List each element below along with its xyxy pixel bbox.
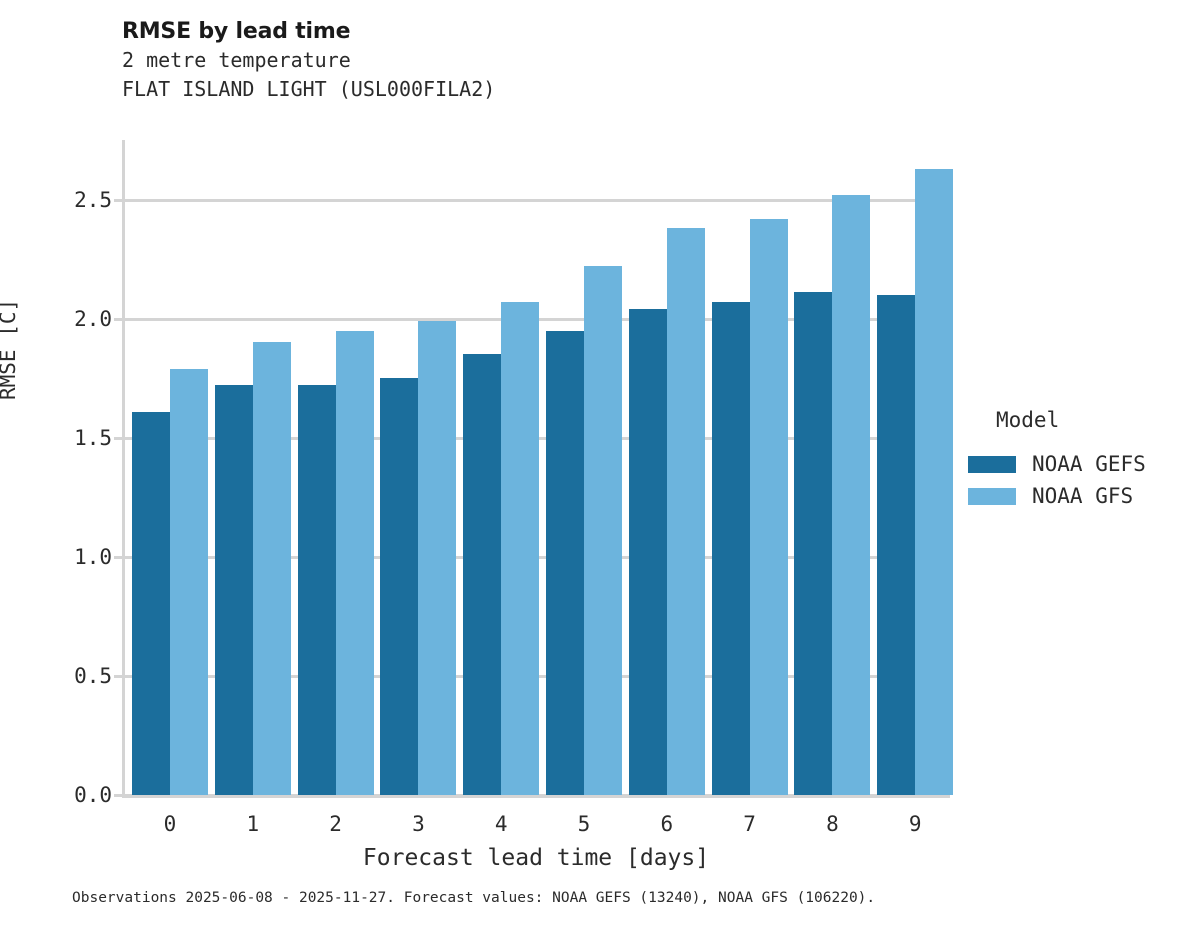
x-axis-tick-label: 4: [494, 812, 508, 836]
x-axis-tick-label: 5: [577, 812, 591, 836]
bar-noaa-gefs-lead-4: [463, 354, 502, 795]
bar-noaa-gfs-lead-5: [584, 266, 622, 795]
legend-title: Model: [996, 408, 1060, 432]
y-axis-tick: [114, 317, 122, 321]
bar-noaa-gfs-lead-2: [335, 330, 374, 795]
gridline: [125, 198, 950, 202]
legend-items: NOAA GEFS NOAA GFS: [968, 448, 1183, 512]
legend-item-label: NOAA GFS: [1032, 484, 1134, 508]
footer-caption: Observations 2025-06-08 - 2025-11-27. Fo…: [72, 890, 876, 906]
bar-noaa-gefs-lead-5: [546, 330, 584, 795]
x-axis-tick-label: 6: [660, 812, 674, 836]
y-axis-tick-label: 0.0: [74, 783, 112, 807]
y-axis-tick: [114, 794, 122, 797]
legend-item[interactable]: NOAA GEFS: [968, 448, 1183, 480]
y-axis-tick-label: 2.5: [74, 187, 112, 212]
legend-item[interactable]: NOAA GFS: [968, 480, 1183, 512]
bar-noaa-gefs-lead-9: [877, 294, 916, 795]
bar-noaa-gfs-lead-3: [418, 321, 457, 795]
x-axis-tick-label: 2: [329, 812, 342, 836]
x-axis-tick-label: 0: [163, 812, 177, 836]
plot-area: [114, 140, 954, 798]
y-axis-spine: [122, 140, 125, 795]
legend: Model NOAA GEFS NOAA GFS: [968, 408, 1183, 512]
bar-noaa-gfs-lead-6: [666, 228, 705, 795]
x-axis-tick-label: 9: [908, 812, 922, 836]
x-axis-spine: [122, 794, 950, 798]
bar-noaa-gefs-lead-6: [628, 309, 667, 795]
y-axis-title: RMSE [C]: [0, 298, 20, 400]
y-axis-tick-label: 2.0: [74, 306, 112, 331]
y-axis-labels: 0.0 0.5 1.0 1.5 2.0 2.5: [42, 140, 112, 807]
x-axis-tick-label: 3: [412, 812, 425, 836]
y-axis-tick: [114, 674, 122, 678]
chart-subtitle-station: FLAT ISLAND LIGHT (USL000FILA2): [122, 77, 496, 101]
legend-item-label: NOAA GEFS: [1032, 452, 1146, 476]
title-block: RMSE by lead time 2 metre temperature FL…: [122, 18, 495, 104]
x-axis-title: Forecast lead time [days]: [362, 845, 710, 871]
bar-noaa-gfs-lead-8: [832, 194, 871, 795]
bar-noaa-gefs-lead-8: [794, 292, 833, 795]
bar-noaa-gfs-lead-9: [915, 168, 954, 795]
y-axis-tick-label: 0.5: [74, 663, 112, 688]
legend-swatch-icon: [968, 455, 1016, 473]
bar-noaa-gfs-lead-1: [252, 342, 291, 795]
x-axis-tick-label: 1: [246, 812, 260, 836]
bar-noaa-gefs-lead-7: [711, 301, 750, 795]
x-axis-tick-label: 7: [743, 812, 756, 836]
bar-noaa-gefs-lead-0: [132, 411, 170, 795]
chart-subtitle-variable: 2 metre temperature: [122, 48, 351, 72]
y-axis-tick-label: 1.5: [74, 425, 112, 450]
y-axis-tick-label: 1.0: [74, 544, 112, 569]
bar-noaa-gfs-lead-7: [749, 218, 788, 795]
y-axis-tick: [114, 555, 122, 559]
bar-noaa-gefs-lead-3: [380, 378, 419, 795]
bar-noaa-gefs-lead-2: [297, 385, 336, 795]
bar-noaa-gefs-lead-1: [214, 385, 253, 795]
page-title: RMSE by lead time: [122, 19, 351, 44]
y-axis-tick: [114, 198, 122, 202]
y-axis-tick: [114, 436, 122, 440]
x-axis-tick-label: 8: [826, 812, 839, 836]
legend-swatch-icon: [968, 487, 1016, 505]
bar-noaa-gfs-lead-0: [170, 368, 208, 795]
bar-noaa-gfs-lead-4: [501, 301, 540, 795]
